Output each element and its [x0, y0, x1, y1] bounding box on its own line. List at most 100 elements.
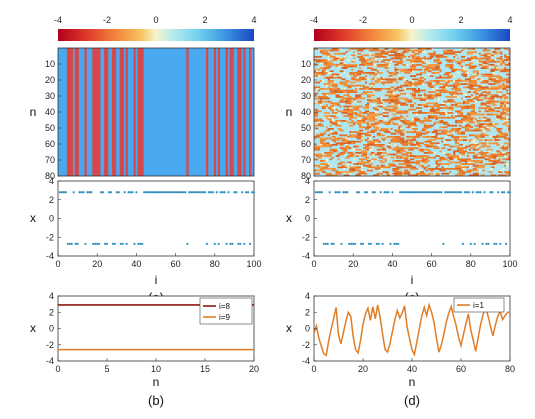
heatmap-c-cell [425, 131, 430, 133]
heatmap-c-cell [363, 126, 368, 129]
heatmap-c-cell [468, 134, 473, 137]
heatmap-c-cell [419, 169, 422, 172]
heatmap-a-stripe [121, 48, 124, 176]
heatmap-c-cell [396, 48, 403, 50]
heatmap-c-cell [457, 57, 460, 60]
heatmap-c-cell [386, 80, 391, 82]
heatmap-c-cell [447, 49, 454, 52]
heatmap-c-cell [333, 107, 336, 109]
heatmap-c-cell [429, 75, 434, 77]
heatmap-c-cell [464, 120, 471, 122]
heatmap-c-cell [343, 64, 346, 66]
scatter-c-ytick-label: 0 [305, 214, 310, 224]
scatter-a-point [164, 191, 167, 194]
heatmap-a-stripe [66, 48, 70, 176]
heatmap-c-cell [474, 118, 477, 121]
heatmap-a-stripe [141, 48, 144, 176]
heatmap-c-cell [394, 136, 401, 138]
heatmap-c-cell [378, 156, 383, 159]
heatmap-c-cell [396, 60, 403, 63]
heatmap-c-cell [359, 76, 366, 79]
heatmap-c-cell [500, 86, 505, 89]
scatter-a-xtick-label: 20 [92, 259, 102, 269]
heatmap-c-cell [319, 142, 326, 145]
heatmap-c-cell [455, 164, 462, 167]
heatmap-c-cell [347, 75, 350, 77]
heatmap-c-cell [504, 107, 510, 109]
scatter-c-point [340, 242, 343, 245]
heatmap-c-cell [368, 166, 373, 169]
heatmap-c-cell [331, 132, 338, 135]
heatmap-c-cell [461, 73, 468, 76]
heatmap-c-cell [319, 132, 326, 135]
heatmap-c-cell [494, 160, 501, 162]
heatmap-c-cell [400, 142, 407, 145]
heatmap-c-cell [325, 160, 328, 162]
heatmap-c-cell [359, 118, 362, 121]
heatmap-c-cell [355, 174, 362, 176]
scatter-a-point [109, 191, 113, 194]
heatmap-c-cell [421, 96, 424, 98]
heatmap-c-cell [345, 51, 348, 53]
heatmap-c-cell [396, 97, 399, 100]
heatmap-c-cell [317, 120, 321, 122]
heatmap-c-cell [439, 91, 442, 93]
heatmap-c-cell [374, 88, 381, 90]
heatmap-c-cell [361, 174, 364, 176]
scatter-a-point [248, 242, 252, 245]
heatmap-c-cell [476, 99, 483, 101]
heatmap-c-cell [321, 156, 324, 159]
heatmap-c-cell [353, 59, 356, 61]
heatmap-c-cell [498, 136, 501, 138]
heatmap-c-cell [335, 148, 338, 151]
heatmap-c-cell [325, 126, 328, 129]
scatter-c-point [334, 191, 337, 194]
heatmap-c-cell [347, 136, 350, 138]
scatter-a-point [184, 191, 187, 194]
heatmap-c-cell [400, 70, 405, 73]
scatter-c-point [361, 242, 365, 245]
heatmap-c-cell [427, 112, 434, 114]
heatmap-c-cell [500, 102, 505, 105]
heatmap-c-cell [343, 94, 346, 97]
heatmap-c-cell [394, 169, 399, 172]
heatmap-c-cell [457, 174, 462, 176]
heatmap-c-cell [443, 73, 450, 76]
heatmap-c-cell [508, 129, 510, 132]
heatmap-c-cell [355, 148, 362, 151]
heatmap-c-cell [464, 105, 471, 108]
heatmap-c-cell [484, 102, 491, 105]
heatmap-c-cell [453, 86, 458, 89]
heatmap-c-cell [500, 161, 505, 164]
heatmap-c-cell [323, 94, 326, 97]
heatmap-c-cell [327, 163, 330, 165]
heatmap-c-cell [406, 142, 411, 145]
scatter-c-point [432, 191, 435, 194]
heatmap-c-cell [317, 156, 323, 159]
heatmap-c-cell [484, 107, 487, 109]
heatmap-c-cell [453, 137, 458, 140]
heatmap-c-cell [353, 148, 356, 151]
heatmap-c-cell [355, 131, 358, 133]
heatmap-c-cell [357, 123, 362, 125]
heatmap-c-cell [470, 116, 475, 119]
heatmap-c-cell [482, 91, 487, 93]
heatmap-a-stripe [249, 48, 252, 176]
heatmap-c-cell [323, 72, 328, 74]
heatmap-c-cell [433, 112, 440, 114]
heatmap-c-cell [410, 60, 415, 63]
heatmap-c-cell [374, 152, 377, 154]
heatmap-c-cell [478, 57, 481, 60]
heatmap-c-cell [488, 78, 493, 81]
scatter-a-point [103, 242, 107, 245]
heatmap-c-cell [359, 57, 366, 60]
heatmap-c-cell [435, 110, 440, 113]
scatter-a-ytick-label: 0 [49, 214, 54, 224]
heatmap-c-cell [323, 115, 330, 117]
heatmap-c-cell [433, 123, 436, 125]
heatmap-c-cell [351, 84, 358, 87]
heatmap-c-ytick-label: 60 [301, 139, 311, 149]
heatmap-c-cell [382, 64, 389, 66]
heatmap-c-cell [337, 166, 344, 169]
heatmap-c-cell [413, 102, 417, 105]
